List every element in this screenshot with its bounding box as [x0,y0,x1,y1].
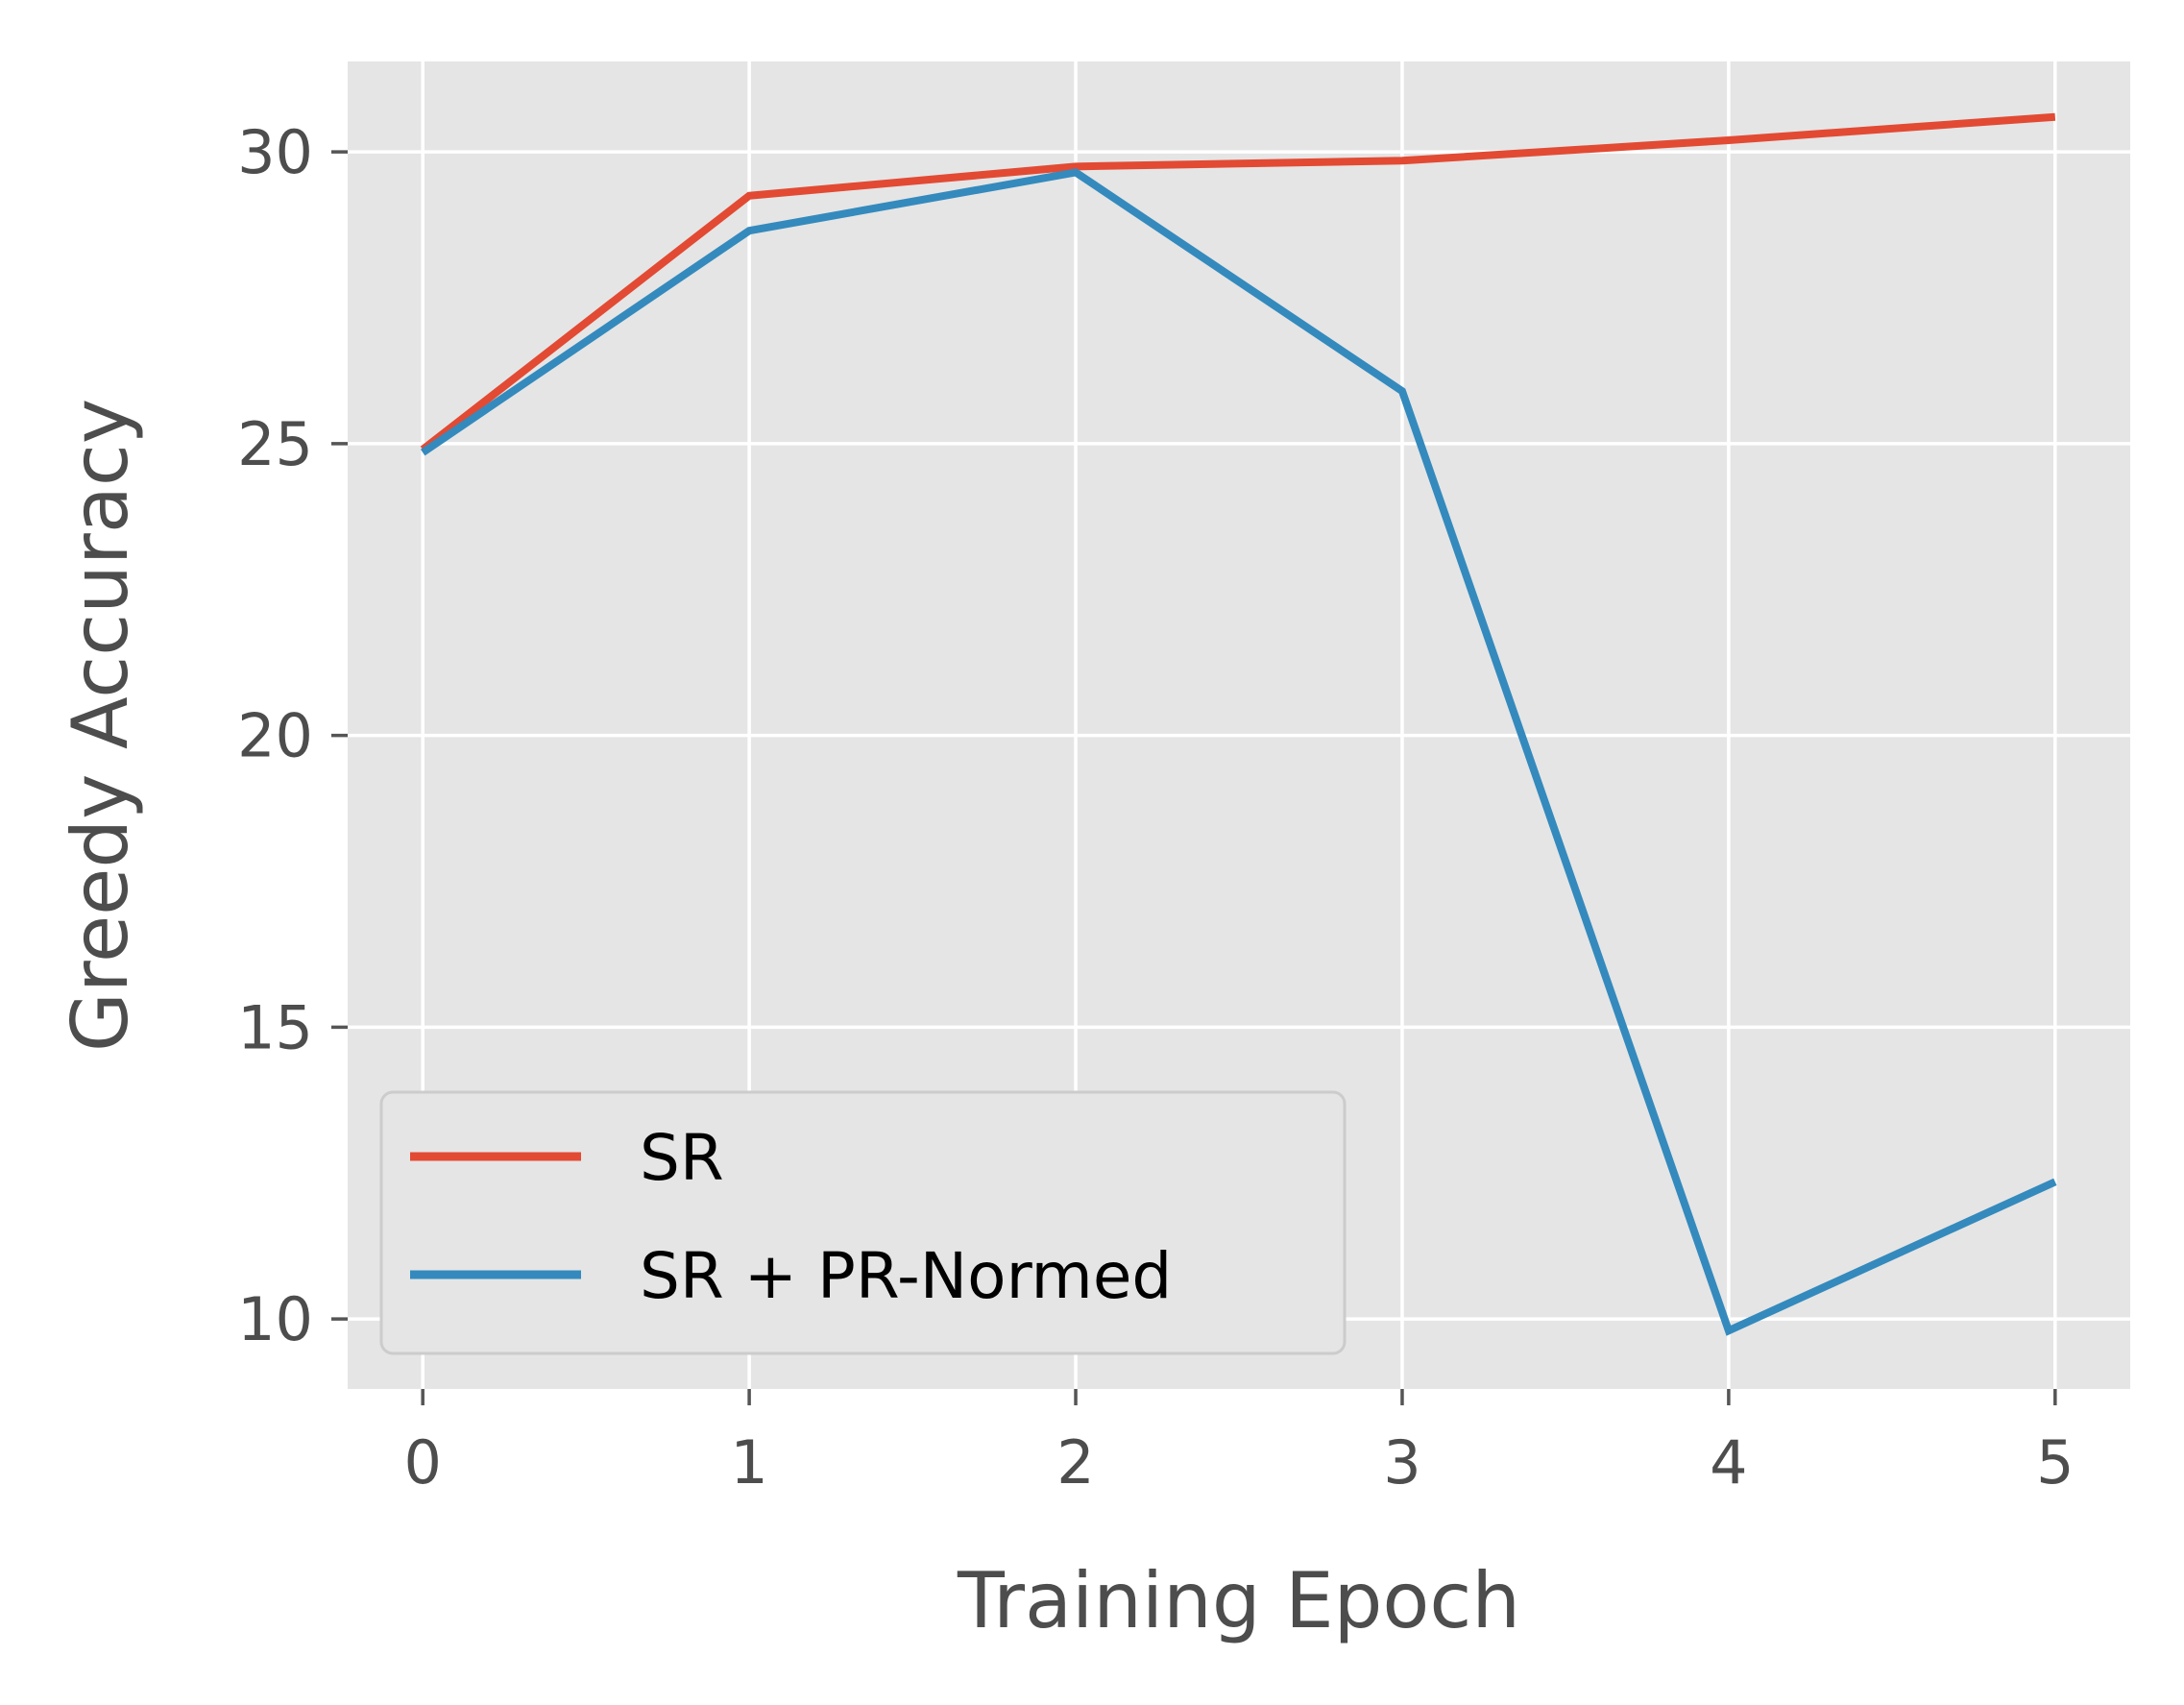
x-tick-label: 0 [403,1427,441,1498]
series-line-sr-pr-normed [420,168,2057,1336]
legend-box [379,1090,1347,1355]
x-tick-label: 5 [2036,1427,2074,1498]
y-tick-label: 10 [237,1284,313,1354]
x-tick-label: 1 [730,1427,767,1498]
y-tick-label: 15 [237,992,313,1062]
axis-ticks: 0 1 2 3 4 5 10 15 20 25 30 [237,117,2074,1498]
series-lines [420,112,2057,1336]
y-axis-label: Greedy Accuracy [56,399,145,1052]
legend-label-sr-pr-normed: SR + PR-Normed [640,1239,1172,1313]
legend: SR SR + PR-Normed [379,1090,1347,1355]
legend-label-sr: SR [640,1121,724,1195]
x-axis-label: Training Epoch [957,1556,1520,1645]
series-line-sr [420,112,2056,453]
y-tick-label: 20 [237,701,313,771]
y-tick-label: 25 [237,409,313,479]
x-tick-label: 2 [1056,1427,1094,1498]
x-tick-label: 3 [1383,1427,1420,1498]
y-tick-label: 30 [237,117,313,187]
grid [348,61,2130,1389]
x-tick-label: 4 [1710,1427,1747,1498]
